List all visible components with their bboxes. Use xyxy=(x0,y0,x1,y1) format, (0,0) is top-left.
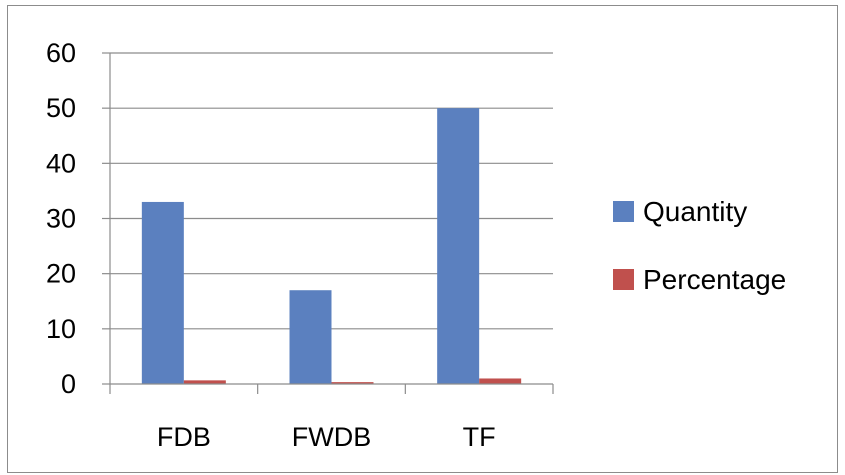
axes xyxy=(109,53,554,394)
y-tick-label: 60 xyxy=(46,38,76,68)
legend-label-quantity: Quantity xyxy=(643,196,747,227)
bar-percentage-fwdb xyxy=(331,382,374,384)
x-tick-label: TF xyxy=(463,422,496,452)
legend-swatch-quantity xyxy=(613,201,634,222)
y-tick-label: 30 xyxy=(46,204,76,234)
bars xyxy=(141,108,522,385)
y-tick-label: 40 xyxy=(46,148,76,178)
x-tick-label: FDB xyxy=(157,422,211,452)
bar-quantity-tf xyxy=(437,108,480,385)
legend-swatch-percentage xyxy=(613,269,634,290)
y-tick-label: 0 xyxy=(61,369,76,399)
y-tick-label: 10 xyxy=(46,314,76,344)
y-axis-ticks: 0 10 20 30 40 50 60 xyxy=(46,38,110,399)
bar-percentage-fdb xyxy=(183,380,226,384)
y-tick-label: 20 xyxy=(46,259,76,289)
legend-label-percentage: Percentage xyxy=(643,264,786,295)
bar-quantity-fdb xyxy=(141,201,184,384)
x-tick-label: FWDB xyxy=(292,422,371,452)
legend: Quantity Percentage xyxy=(613,196,786,295)
bar-percentage-tf xyxy=(479,378,522,384)
bar-quantity-fwdb xyxy=(289,290,332,384)
y-tick-label: 50 xyxy=(46,93,76,123)
x-axis-ticks: FDB FWDB TF xyxy=(157,422,496,452)
